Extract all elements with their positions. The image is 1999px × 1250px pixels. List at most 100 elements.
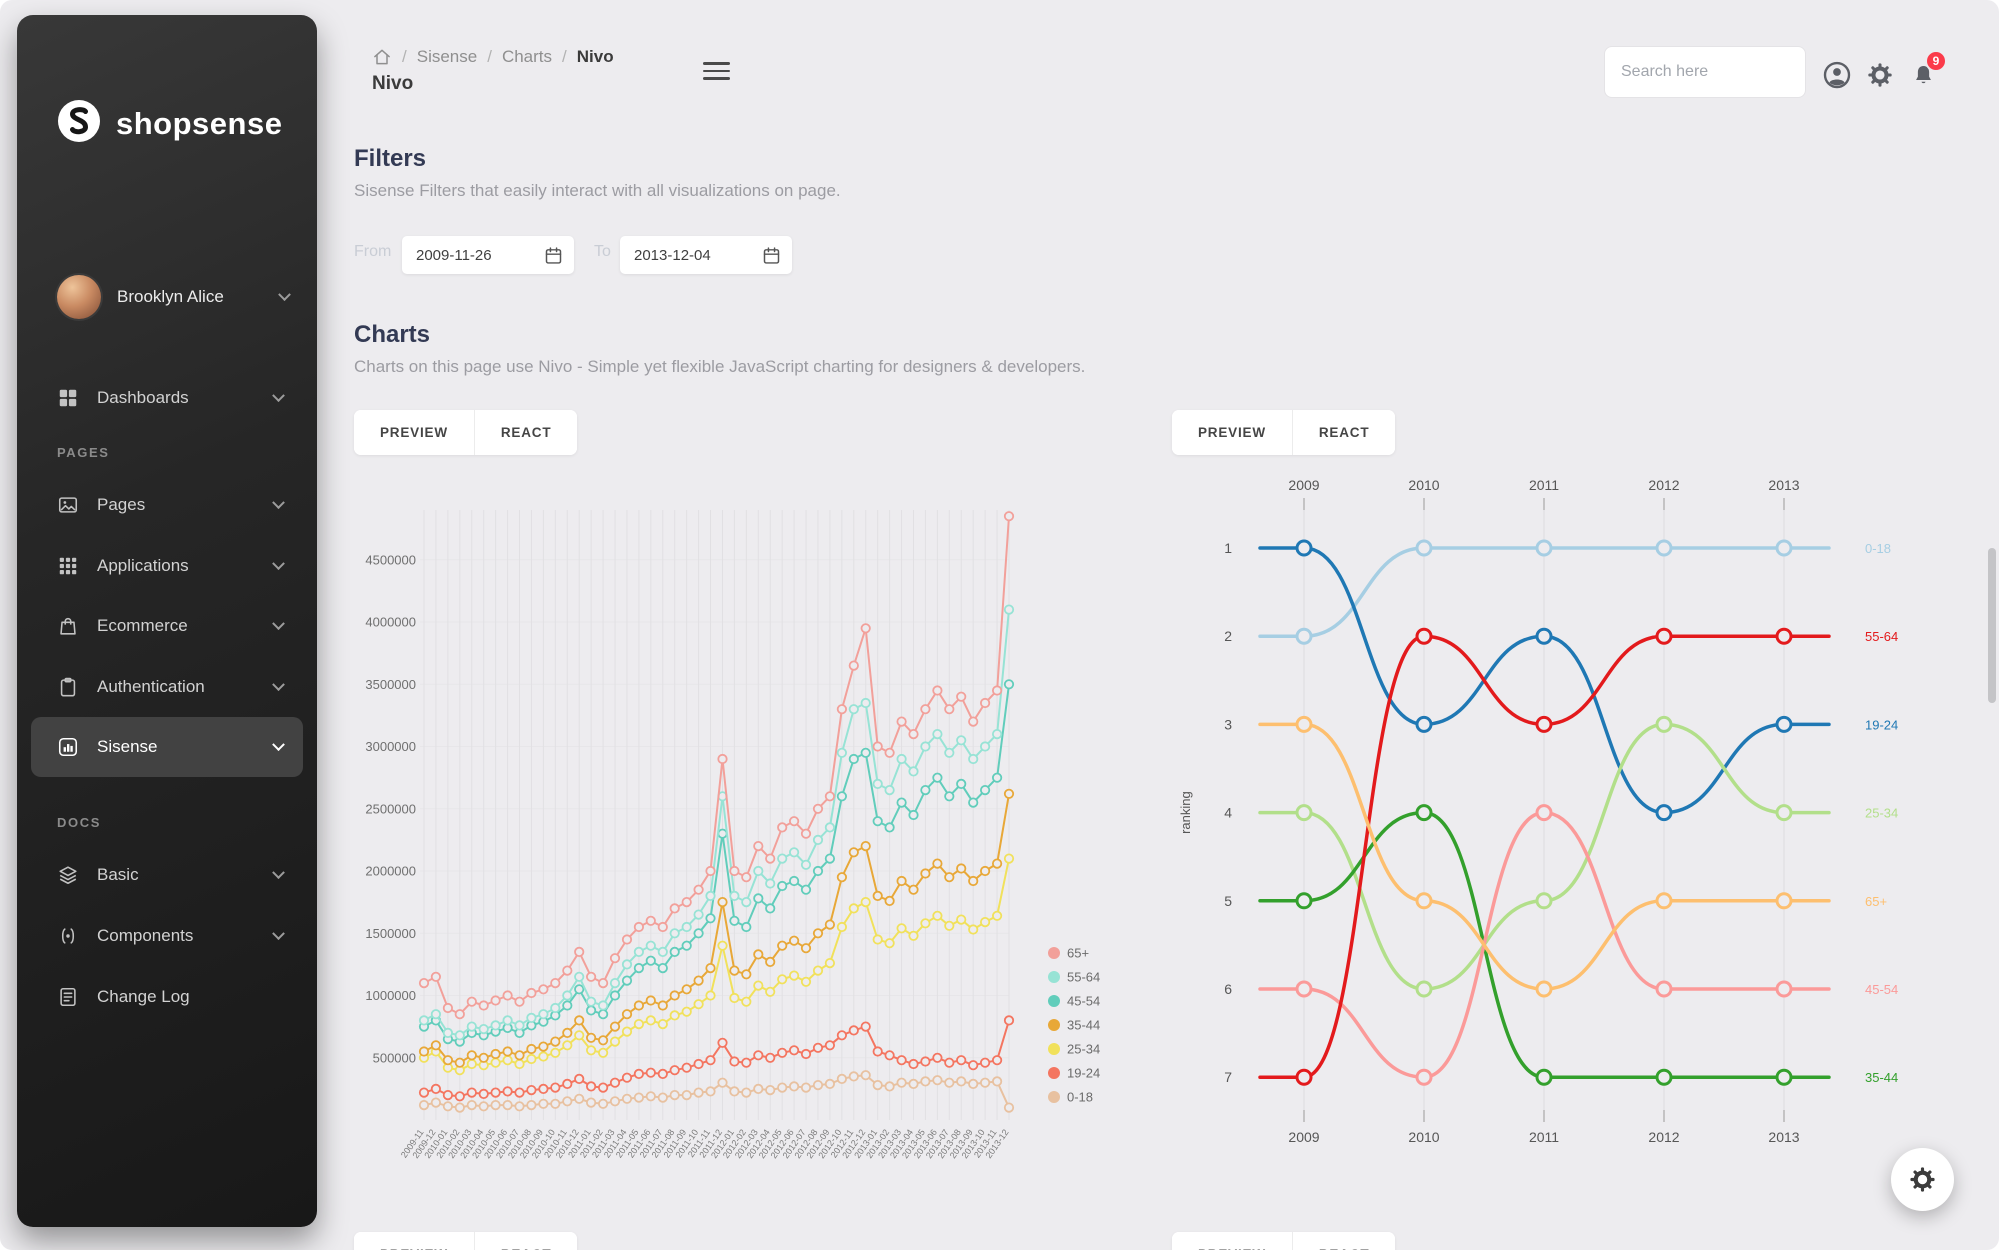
svg-text:2010: 2010 [1408,477,1439,493]
svg-text:55-64: 55-64 [1865,629,1898,644]
sidebar-item-label: Basic [97,865,139,884]
account-icon[interactable] [1822,60,1852,95]
calendar-icon[interactable] [761,245,782,266]
svg-text:4: 4 [1224,805,1232,821]
chart-tabs-bottom-left: PREVIEW REACT [354,1232,578,1250]
sidebar: shopsense Brooklyn Alice Dashboards PAGE… [17,15,317,1227]
sidebar-item-authentication[interactable]: Authentication [31,657,303,717]
sidebar-item-label: Sisense [97,737,158,756]
to-date-input[interactable]: 2013-12-04 [620,236,792,274]
menu-toggle-icon[interactable] [703,62,730,85]
svg-text:2010: 2010 [1408,1129,1439,1145]
notifications-bell-icon[interactable] [1910,62,1937,94]
svg-text:2009: 2009 [1288,1129,1319,1145]
svg-text:65+: 65+ [1067,946,1089,961]
chevron-down-icon [272,495,285,509]
notification-badge[interactable]: 9 [1925,50,1947,72]
svg-text:4500000: 4500000 [365,552,416,567]
chevron-down-icon [272,926,285,940]
document-icon [57,986,79,1008]
chart-tabs-right: PREVIEW REACT [1172,410,1396,455]
sidebar-item-basic[interactable]: Basic [31,845,303,905]
preview-tab[interactable]: PREVIEW [1172,1232,1292,1250]
settings-gear-icon[interactable] [1866,61,1894,94]
svg-text:2000000: 2000000 [365,864,416,879]
sidebar-item-ecommerce[interactable]: Ecommerce [31,596,303,656]
svg-text:2500000: 2500000 [365,801,416,816]
breadcrumb-item-sisense[interactable]: Sisense [416,47,478,66]
scrollbar-thumb[interactable] [1988,548,1996,703]
sidebar-item-applications[interactable]: Applications [31,536,303,596]
svg-text:2011: 2011 [1529,477,1559,493]
sidebar-item-change-log[interactable]: Change Log [31,967,303,1027]
sidebar-item-dashboards[interactable]: Dashboards [31,368,303,428]
react-tab[interactable]: REACT [473,1232,578,1250]
svg-text:2013: 2013 [1768,1129,1799,1145]
react-tab[interactable]: REACT [1291,1232,1396,1250]
sidebar-item-label: Authentication [97,677,205,696]
svg-text:500000: 500000 [373,1050,416,1065]
bump-chart: 2009 2009 2010 2010 2011 2011 2012 2012 2013 2013… [1160,470,1970,1170]
brand-name: shopsense [116,105,283,141]
chevron-down-icon [272,865,285,879]
sidebar-section-docs: DOCS [57,815,101,830]
applications-icon [57,555,79,577]
preview-tab[interactable]: PREVIEW [354,410,474,455]
svg-text:2013: 2013 [1768,477,1799,493]
chevron-down-icon [272,556,285,570]
svg-text:45-54: 45-54 [1067,994,1100,1009]
svg-text:25-34: 25-34 [1067,1042,1100,1057]
page-title: Nivo [372,73,414,94]
charts-title: Charts [354,321,431,348]
sidebar-item-label: Applications [97,556,189,575]
search-input[interactable] [1604,46,1806,98]
dashboards-icon [57,387,79,409]
sidebar-item-sisense[interactable]: Sisense [31,717,303,777]
svg-text:19-24: 19-24 [1865,717,1898,732]
user-name: Brooklyn Alice [117,287,224,306]
from-date-input[interactable]: 2009-11-26 [402,236,574,274]
svg-text:6: 6 [1224,981,1232,997]
brand-logo[interactable]: shopsense [55,97,282,150]
line-chart: 500000 1000000 1500000 2000000 2500000 300000… [354,498,1144,1210]
sidebar-item-label: Change Log [97,987,190,1006]
svg-text:35-44: 35-44 [1865,1070,1898,1085]
svg-text:3500000: 3500000 [365,677,416,692]
sidebar-item-pages[interactable]: Pages [31,475,303,535]
calendar-icon[interactable] [543,245,564,266]
charts-subtitle: Charts on this page use Nivo - Simple ye… [354,357,1086,376]
breadcrumb-separator: / [402,47,407,66]
user-menu[interactable]: Brooklyn Alice [57,265,291,329]
settings-fab-button[interactable] [1891,1148,1954,1211]
breadcrumb-separator: / [562,47,567,66]
breadcrumb-item-charts[interactable]: Charts [501,47,553,66]
brand-logo-icon [55,97,103,150]
svg-text:1500000: 1500000 [365,926,416,941]
pages-icon [57,494,79,516]
breadcrumb-separator: / [487,47,492,66]
svg-text:2012: 2012 [1648,1129,1679,1145]
svg-text:2012: 2012 [1648,477,1679,493]
svg-text:55-64: 55-64 [1067,970,1100,985]
sidebar-item-components[interactable]: Components [31,906,303,966]
svg-text:3000000: 3000000 [365,739,416,754]
preview-tab[interactable]: PREVIEW [1172,410,1292,455]
react-tab[interactable]: REACT [473,410,578,455]
avatar [57,275,101,319]
sidebar-section-pages: PAGES [57,445,110,460]
svg-text:2009: 2009 [1288,477,1319,493]
svg-text:45-54: 45-54 [1865,982,1898,997]
svg-text:25-34: 25-34 [1865,806,1898,821]
preview-tab[interactable]: PREVIEW [354,1232,474,1250]
svg-text:5: 5 [1224,893,1232,909]
chevron-down-icon [272,388,285,402]
svg-text:2011: 2011 [1529,1129,1559,1145]
react-tab[interactable]: REACT [1291,410,1396,455]
home-icon[interactable] [372,47,392,67]
to-label: To [594,243,611,260]
shopping-bag-icon [57,615,79,637]
layers-icon [57,864,79,886]
components-icon [57,925,79,947]
svg-text:2: 2 [1224,628,1232,644]
